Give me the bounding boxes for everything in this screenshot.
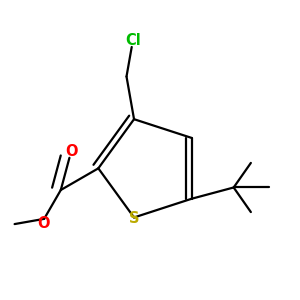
Text: Cl: Cl	[125, 34, 141, 49]
Text: O: O	[37, 216, 50, 231]
Text: S: S	[129, 211, 139, 226]
Text: O: O	[65, 144, 77, 159]
